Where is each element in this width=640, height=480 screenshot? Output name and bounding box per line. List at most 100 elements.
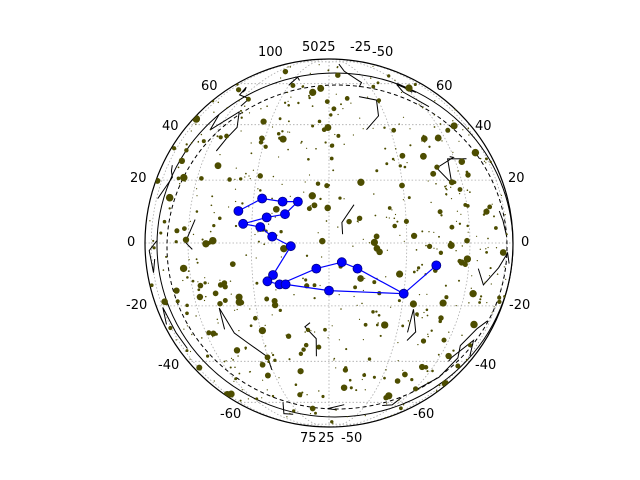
star bbox=[293, 293, 295, 296]
star bbox=[178, 183, 181, 185]
star bbox=[458, 158, 466, 165]
star bbox=[485, 157, 488, 161]
constellation-line bbox=[396, 83, 430, 108]
star bbox=[241, 112, 244, 114]
star bbox=[394, 381, 397, 383]
star bbox=[197, 282, 204, 289]
star bbox=[449, 224, 455, 230]
star bbox=[308, 96, 311, 100]
highlight-star bbox=[280, 279, 291, 290]
star bbox=[165, 193, 174, 202]
star bbox=[448, 179, 455, 186]
star bbox=[303, 191, 305, 193]
star bbox=[271, 126, 274, 128]
star bbox=[463, 255, 472, 263]
star bbox=[434, 100, 436, 102]
star bbox=[287, 120, 290, 123]
constellation-line bbox=[288, 76, 300, 86]
star bbox=[462, 261, 468, 267]
star bbox=[458, 192, 461, 195]
star bbox=[427, 180, 429, 182]
star bbox=[377, 313, 381, 317]
star bbox=[338, 196, 342, 200]
star bbox=[324, 99, 330, 104]
star bbox=[289, 131, 291, 133]
star bbox=[211, 336, 214, 338]
star bbox=[287, 104, 291, 107]
star bbox=[230, 357, 233, 360]
star bbox=[249, 308, 251, 310]
star bbox=[426, 370, 429, 373]
star bbox=[327, 69, 330, 72]
star bbox=[356, 215, 363, 222]
star bbox=[285, 72, 287, 74]
star bbox=[292, 409, 296, 413]
star bbox=[461, 334, 463, 336]
star bbox=[218, 135, 223, 140]
star bbox=[185, 303, 189, 308]
star bbox=[441, 337, 447, 343]
star bbox=[257, 188, 259, 190]
star bbox=[274, 216, 276, 218]
star bbox=[165, 255, 168, 258]
star bbox=[195, 315, 197, 317]
star bbox=[352, 134, 355, 136]
star bbox=[407, 196, 411, 200]
star bbox=[250, 142, 252, 144]
star bbox=[190, 142, 193, 144]
star bbox=[199, 176, 204, 181]
star bbox=[467, 343, 473, 348]
star bbox=[308, 94, 310, 97]
star bbox=[364, 372, 366, 375]
star bbox=[218, 216, 222, 221]
star bbox=[421, 106, 424, 109]
star bbox=[162, 219, 167, 224]
star bbox=[466, 224, 469, 228]
star bbox=[398, 164, 402, 168]
star bbox=[192, 115, 201, 123]
tick-label-right-3: 0 bbox=[521, 235, 529, 250]
star bbox=[196, 293, 204, 301]
star bbox=[415, 249, 418, 251]
constellation-line bbox=[209, 110, 240, 152]
star bbox=[259, 361, 266, 368]
star bbox=[335, 409, 337, 411]
highlight-star bbox=[324, 285, 334, 296]
star bbox=[488, 275, 491, 277]
star bbox=[393, 159, 395, 161]
star bbox=[338, 339, 341, 341]
star bbox=[312, 283, 317, 288]
highlight-star bbox=[255, 222, 266, 232]
star bbox=[305, 254, 309, 257]
star bbox=[386, 249, 389, 251]
star bbox=[420, 338, 427, 344]
star bbox=[209, 230, 212, 233]
grid-meridian bbox=[250, 59, 330, 427]
star bbox=[318, 390, 320, 392]
star bbox=[445, 127, 451, 133]
star bbox=[460, 213, 462, 215]
star bbox=[241, 202, 244, 205]
star bbox=[394, 147, 397, 150]
star bbox=[175, 299, 180, 304]
star bbox=[402, 369, 404, 371]
star bbox=[289, 66, 292, 68]
tick-label-top-2: 25 bbox=[319, 40, 336, 55]
star bbox=[435, 182, 437, 185]
star bbox=[491, 312, 493, 314]
star bbox=[263, 144, 268, 149]
star bbox=[409, 128, 411, 130]
star bbox=[416, 269, 419, 272]
star bbox=[372, 280, 377, 285]
star bbox=[367, 357, 372, 361]
star bbox=[302, 277, 304, 280]
star bbox=[187, 270, 190, 272]
star bbox=[260, 108, 262, 110]
star bbox=[219, 153, 221, 156]
star bbox=[500, 194, 503, 197]
star bbox=[321, 394, 325, 399]
star bbox=[288, 358, 291, 361]
star bbox=[298, 351, 304, 356]
star bbox=[402, 116, 405, 118]
star bbox=[318, 64, 320, 66]
